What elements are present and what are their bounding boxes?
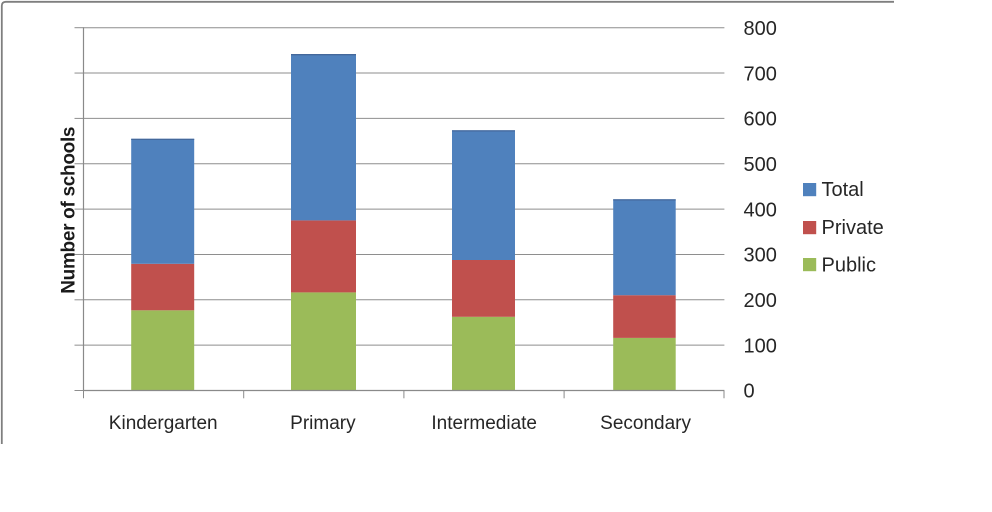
svg-text:800: 800 (744, 18, 777, 40)
svg-text:100: 100 (744, 335, 777, 357)
svg-text:Number of schools: Number of schools (59, 127, 80, 294)
svg-text:600: 600 (744, 109, 777, 131)
svg-text:Private: Private (822, 217, 884, 239)
svg-text:Total: Total (822, 179, 864, 201)
svg-text:Secondary: Secondary (600, 413, 691, 434)
svg-text:300: 300 (744, 245, 777, 267)
svg-text:Intermediate: Intermediate (431, 413, 537, 434)
svg-text:0: 0 (744, 381, 755, 403)
svg-text:Primary: Primary (290, 413, 356, 434)
svg-text:700: 700 (744, 63, 777, 85)
svg-text:Kindergarten: Kindergarten (109, 413, 218, 434)
svg-text:400: 400 (744, 199, 777, 221)
svg-text:500: 500 (744, 154, 777, 176)
svg-text:Public: Public (822, 254, 876, 276)
svg-text:200: 200 (744, 290, 777, 312)
